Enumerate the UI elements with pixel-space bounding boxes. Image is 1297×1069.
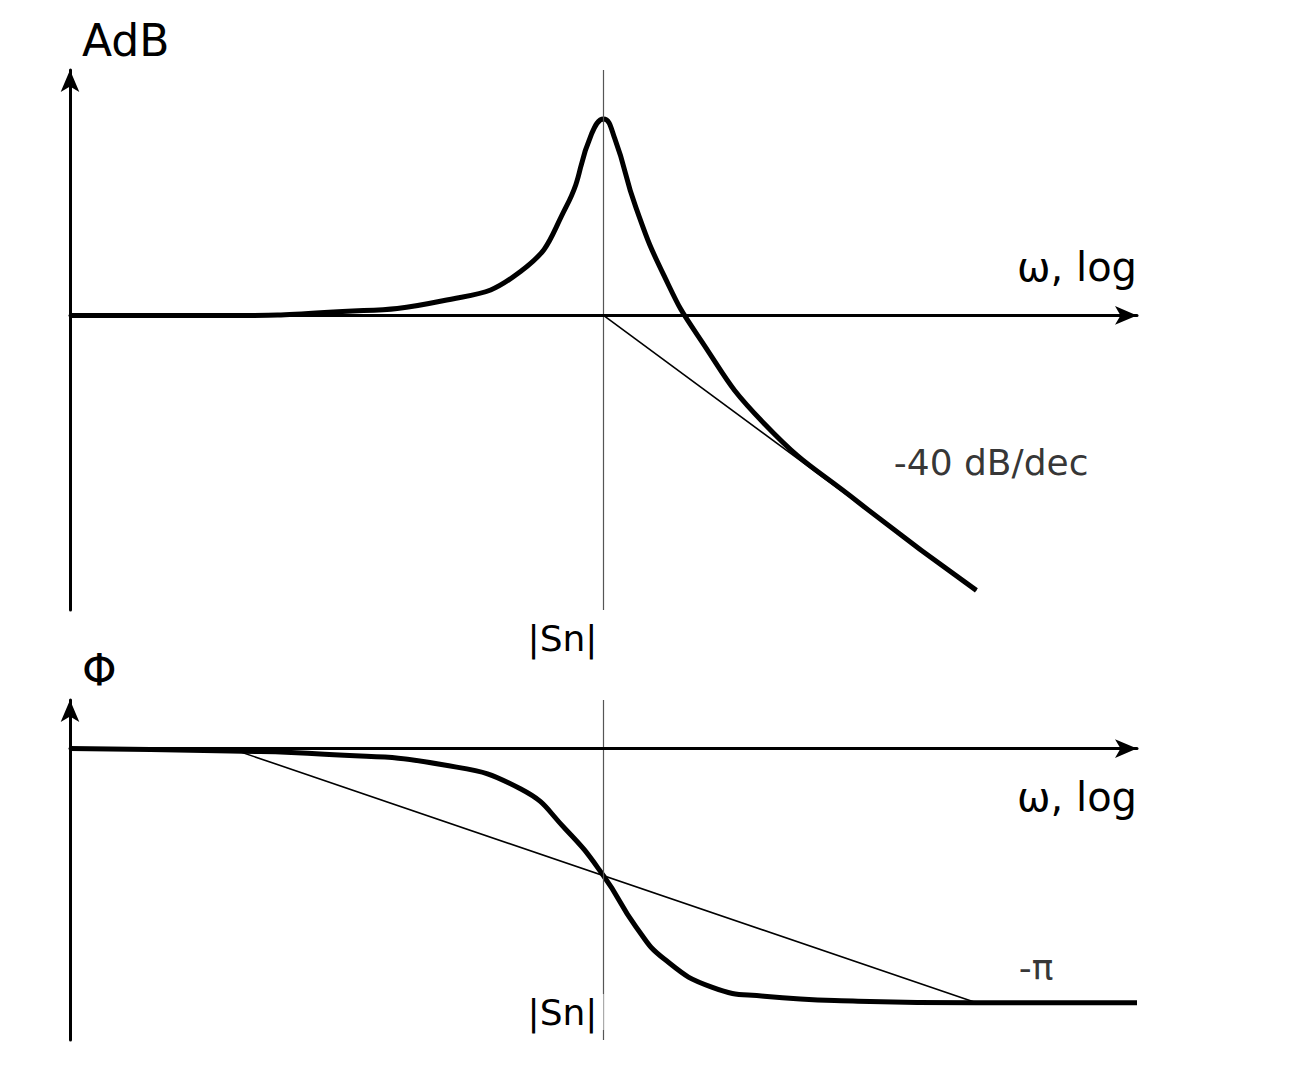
svg-text:Φ: Φ	[82, 645, 117, 696]
svg-text:|Sn|: |Sn|	[528, 992, 598, 1034]
svg-text:ω, log: ω, log	[1017, 244, 1137, 290]
svg-text:-40 dB/dec: -40 dB/dec	[894, 442, 1089, 483]
svg-text:-π: -π	[1019, 947, 1054, 988]
svg-text:ω, log: ω, log	[1017, 774, 1137, 820]
svg-text:|Sn|: |Sn|	[528, 618, 598, 660]
svg-text:AdB: AdB	[82, 15, 169, 66]
